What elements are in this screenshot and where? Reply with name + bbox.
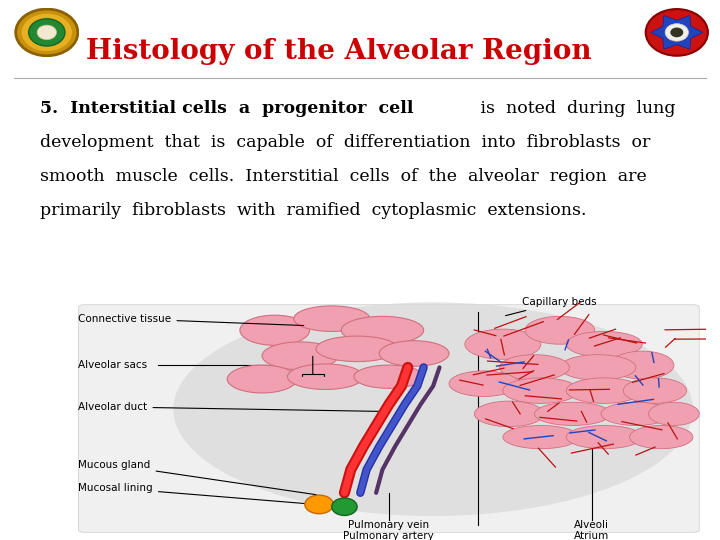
Ellipse shape (332, 498, 357, 516)
Ellipse shape (305, 495, 333, 514)
Ellipse shape (624, 378, 687, 403)
Text: smooth  muscle  cells.  Interstitial  cells  of  the  alveolar  region  are: smooth muscle cells. Interstitial cells … (40, 168, 647, 185)
Circle shape (21, 13, 73, 52)
Circle shape (16, 9, 78, 56)
Circle shape (646, 9, 708, 56)
Ellipse shape (465, 329, 541, 359)
Text: Mucosal lining: Mucosal lining (78, 483, 342, 507)
Ellipse shape (341, 316, 423, 344)
Text: Mucous gland: Mucous gland (78, 460, 316, 495)
Ellipse shape (262, 342, 338, 370)
Ellipse shape (449, 371, 518, 396)
Ellipse shape (649, 402, 699, 426)
Text: Histology of the Alveolar Region: Histology of the Alveolar Region (86, 38, 592, 65)
Text: Capillary beds: Capillary beds (505, 297, 596, 316)
Text: Alveoli
Atrium: Alveoli Atrium (574, 519, 609, 540)
Ellipse shape (566, 332, 642, 357)
Ellipse shape (316, 336, 398, 362)
Ellipse shape (287, 364, 364, 389)
Circle shape (670, 28, 683, 37)
Ellipse shape (611, 351, 674, 379)
Ellipse shape (534, 402, 611, 426)
Ellipse shape (354, 365, 423, 388)
Ellipse shape (228, 365, 297, 393)
Polygon shape (651, 16, 703, 49)
Ellipse shape (379, 341, 449, 366)
Ellipse shape (474, 401, 544, 427)
Circle shape (29, 19, 65, 46)
Text: primarily  fibroblasts  with  ramified  cytoplasmic  extensions.: primarily fibroblasts with ramified cyto… (40, 202, 586, 219)
Circle shape (37, 25, 56, 40)
Ellipse shape (601, 402, 671, 426)
Ellipse shape (560, 355, 636, 380)
Text: Alveolar duct: Alveolar duct (78, 402, 386, 412)
Ellipse shape (240, 315, 310, 346)
Circle shape (665, 24, 688, 41)
Ellipse shape (629, 426, 693, 449)
Text: Connective tissue: Connective tissue (78, 314, 304, 326)
Text: 5.  Interstitial cells  a  progenitor  cell: 5. Interstitial cells a progenitor cell (40, 100, 413, 117)
Text: Alveolar sacs: Alveolar sacs (78, 360, 148, 370)
Ellipse shape (566, 378, 642, 403)
Ellipse shape (174, 302, 693, 516)
Text: Pulmonary vein
Pulmonary artery: Pulmonary vein Pulmonary artery (343, 519, 434, 540)
FancyBboxPatch shape (78, 305, 699, 532)
Ellipse shape (500, 355, 570, 380)
Ellipse shape (566, 426, 642, 449)
Ellipse shape (294, 306, 370, 332)
Ellipse shape (503, 378, 579, 403)
Text: development  that  is  capable  of  differentiation  into  fibroblasts  or: development that is capable of different… (40, 134, 650, 151)
Text: is  noted  during  lung: is noted during lung (475, 100, 675, 117)
Ellipse shape (503, 426, 579, 449)
Ellipse shape (525, 316, 595, 344)
